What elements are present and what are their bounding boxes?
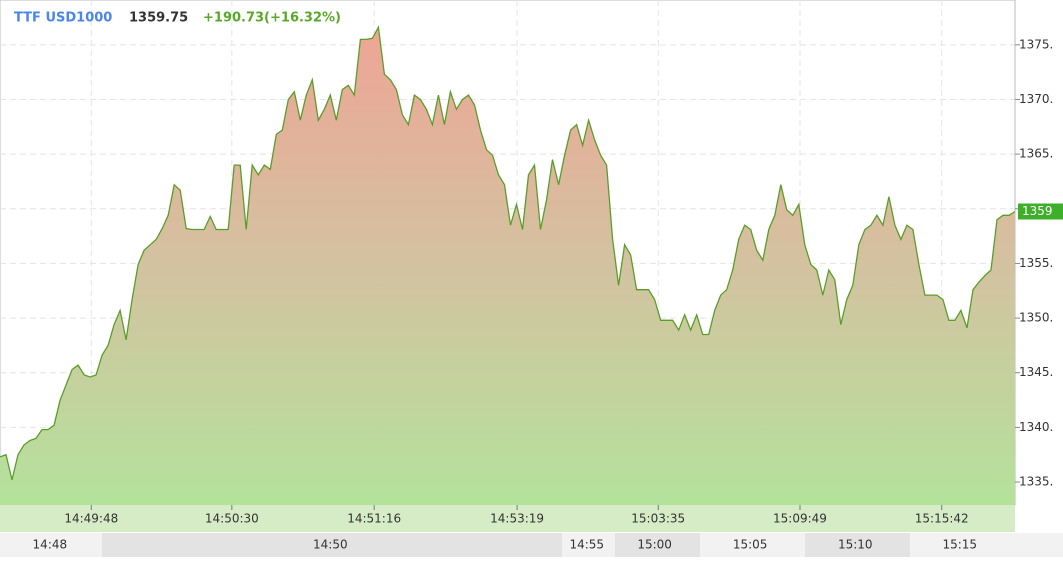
- period-tick-label: 15:00: [637, 538, 672, 552]
- period-tick-label: 15:15: [942, 538, 977, 552]
- y-tick-label: 1345.: [1019, 365, 1053, 379]
- x-tick-label: 15:03:35: [631, 512, 685, 526]
- y-tick-label: 1370.: [1019, 92, 1053, 106]
- x-tick-label: 15:09:49: [773, 512, 827, 526]
- series: [0, 25, 1016, 506]
- x-tick-label: 14:49:48: [64, 512, 118, 526]
- y-tick-label: 1355.: [1019, 256, 1053, 270]
- time-axis-band: [0, 505, 1015, 532]
- axes: 1335.1340.1345.1350.1355.1360.1365.1370.…: [33, 37, 1063, 552]
- period-band: [805, 533, 910, 557]
- price-line: [0, 25, 1016, 481]
- last-price-tag: [1018, 203, 1063, 220]
- x-tick-label: 14:51:16: [347, 512, 401, 526]
- area-fill: [0, 27, 1015, 506]
- x-tick-label: 15:15:42: [915, 512, 969, 526]
- price: 1359.75: [129, 11, 188, 26]
- y-tick-label: 1350.: [1019, 311, 1053, 325]
- y-tick-label: 1375.: [1019, 37, 1053, 51]
- x-tick-label: 14:53:19: [490, 512, 544, 526]
- change: +190.73(+16.32%): [203, 11, 341, 26]
- period-tick-label: 14:55: [569, 538, 604, 552]
- symbol: TTF USD1000: [14, 11, 112, 26]
- period-tick-label: 15:10: [838, 538, 873, 552]
- last-price-label: 1359: [1022, 204, 1053, 218]
- y-tick-label: 1335.: [1019, 475, 1053, 489]
- period-tick-label: 14:48: [33, 538, 68, 552]
- x-tick-label: 14:50:30: [205, 512, 259, 526]
- period-tick-label: 15:05: [733, 538, 768, 552]
- period-band: [615, 533, 700, 557]
- y-tick-label: 1365.: [1019, 147, 1053, 161]
- period-tick-label: 14:50: [313, 538, 348, 552]
- period-band: [102, 533, 562, 557]
- y-tick-label: 1340.: [1019, 420, 1053, 434]
